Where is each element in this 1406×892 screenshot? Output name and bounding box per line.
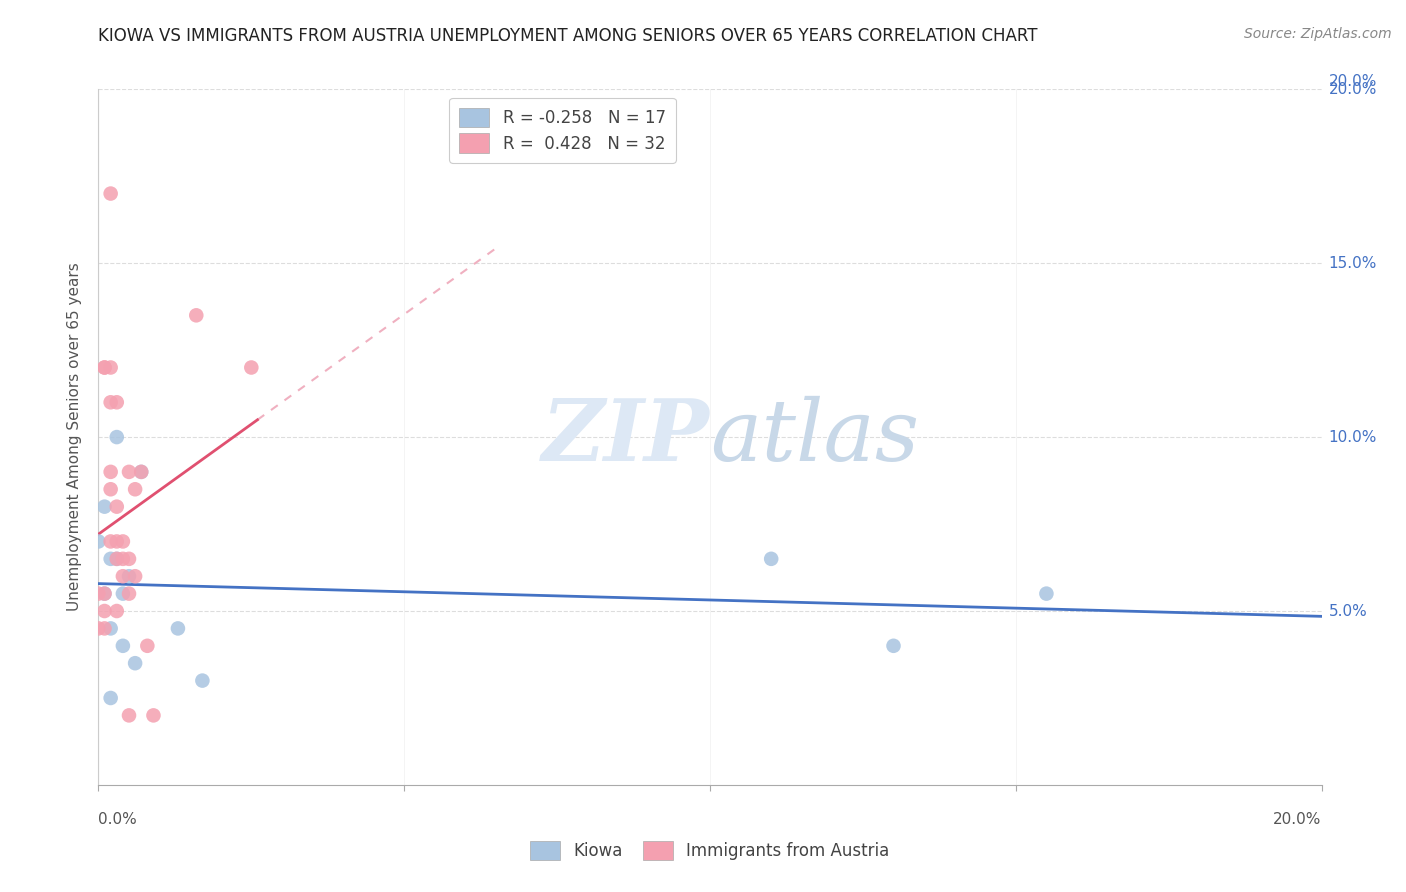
Legend: Kiowa, Immigrants from Austria: Kiowa, Immigrants from Austria [523, 835, 897, 867]
Point [105, 551, 128, 566]
Point [93, 604, 115, 618]
Text: ZIP: ZIP [543, 395, 710, 479]
Point [240, 360, 263, 375]
Text: 20.0%: 20.0% [1329, 74, 1376, 89]
Text: KIOWA VS IMMIGRANTS FROM AUSTRIA UNEMPLOYMENT AMONG SENIORS OVER 65 YEARS CORREL: KIOWA VS IMMIGRANTS FROM AUSTRIA UNEMPLO… [98, 27, 1038, 45]
Point [129, 465, 152, 479]
Text: 0.0%: 0.0% [98, 812, 138, 827]
Point [759, 551, 782, 566]
Point [124, 482, 146, 496]
Text: 20.0%: 20.0% [1329, 82, 1376, 96]
Point [100, 482, 122, 496]
Point [93, 587, 115, 601]
Point [100, 186, 122, 201]
Point [87, 621, 110, 635]
Point [105, 534, 128, 549]
Point [136, 639, 159, 653]
Point [100, 621, 122, 635]
Y-axis label: Unemployment Among Seniors over 65 years: Unemployment Among Seniors over 65 years [67, 263, 83, 611]
Point [129, 465, 152, 479]
Point [883, 639, 905, 653]
Point [100, 395, 122, 409]
Point [191, 673, 214, 688]
Point [93, 360, 115, 375]
Point [142, 708, 165, 723]
Point [124, 657, 146, 671]
Point [111, 534, 134, 549]
Point [105, 430, 128, 444]
Text: Source: ZipAtlas.com: Source: ZipAtlas.com [1244, 27, 1392, 41]
Point [100, 534, 122, 549]
Point [118, 465, 141, 479]
Point [105, 500, 128, 514]
Point [93, 587, 115, 601]
Text: 5.0%: 5.0% [1329, 604, 1368, 618]
Point [118, 551, 141, 566]
Point [87, 534, 110, 549]
Point [100, 690, 122, 705]
Point [100, 360, 122, 375]
Point [93, 360, 115, 375]
Point [186, 308, 208, 322]
Point [100, 465, 122, 479]
Point [100, 551, 122, 566]
Point [93, 621, 115, 635]
Point [118, 587, 141, 601]
Point [167, 621, 190, 635]
Text: 10.0%: 10.0% [1329, 430, 1376, 444]
Point [111, 551, 134, 566]
Point [111, 639, 134, 653]
Point [87, 587, 110, 601]
Point [124, 569, 146, 583]
Text: atlas: atlas [710, 396, 920, 478]
Point [105, 551, 128, 566]
Text: 15.0%: 15.0% [1329, 256, 1376, 270]
Point [93, 500, 115, 514]
Point [105, 395, 128, 409]
Point [111, 587, 134, 601]
Text: 20.0%: 20.0% [1274, 812, 1322, 827]
Point [118, 708, 141, 723]
Point [111, 569, 134, 583]
Point [105, 604, 128, 618]
Point [1035, 587, 1057, 601]
Point [118, 569, 141, 583]
